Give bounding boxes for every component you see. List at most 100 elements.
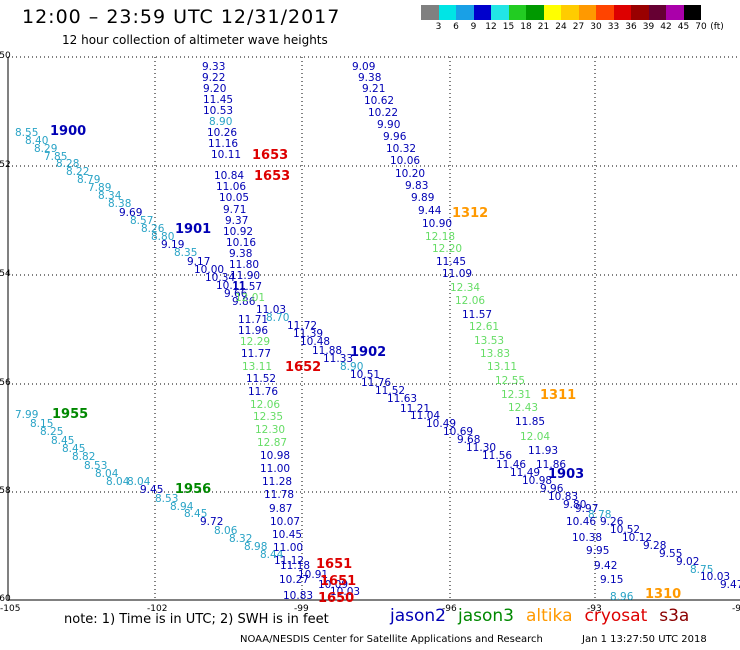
wave-height-value: 8.75	[690, 564, 714, 576]
wave-height-value: 9.44	[418, 205, 442, 217]
wave-height-value: 9.22	[202, 72, 226, 84]
longitude-tick-label: -99	[294, 604, 309, 614]
wave-height-value: 13.11	[242, 361, 273, 373]
wave-height-value: 8.44	[260, 549, 284, 561]
wave-height-value: 11.72	[287, 320, 318, 332]
latitude-tick-label: -52	[0, 160, 11, 170]
wave-height-value: 8.22	[66, 166, 90, 178]
legend-swatch	[438, 5, 456, 20]
wave-height-value: 9.80	[563, 499, 587, 511]
wave-height-value: 10.48	[300, 336, 331, 348]
wave-height-value: 9.55	[659, 548, 683, 560]
wave-height-value: 9.95	[586, 545, 610, 557]
wave-height-value: 9.26	[600, 516, 624, 528]
legend-swatch	[596, 5, 614, 20]
satellite-legend-item: jason3	[458, 606, 514, 626]
wave-height-value: 10.03	[700, 571, 731, 583]
wave-height-value: 12.43	[508, 402, 539, 414]
wave-height-value: 11.90	[230, 270, 261, 282]
wave-height-value: 8.35	[174, 247, 198, 259]
pass-number-label: 1650	[318, 591, 355, 606]
satellite-legend-item: altika	[526, 606, 573, 626]
legend-swatch	[543, 5, 561, 20]
wave-height-value: 9.71	[223, 204, 247, 216]
pass-number-label: 1653	[252, 148, 289, 163]
wave-height-value: 8.96	[610, 591, 634, 603]
wave-height-value: 10.22	[368, 107, 399, 119]
legend-swatch	[508, 5, 526, 20]
wave-height-value: 8.04	[106, 476, 130, 488]
wave-height-value: 9.89	[411, 192, 435, 204]
wave-height-value: 9.69	[119, 207, 143, 219]
wave-height-value: 9.21	[362, 83, 386, 95]
wave-height-value: 7.99	[15, 409, 39, 421]
wave-height-value: 10.03	[330, 586, 361, 598]
latitude-tick-label: -50	[0, 51, 11, 61]
wave-height-value: 11.80	[229, 259, 260, 271]
wave-height-value: 8.32	[229, 533, 253, 545]
legend-level-label: 18	[520, 22, 532, 32]
wave-height-value: 12.06	[455, 295, 486, 307]
legend-level-label: 36	[625, 22, 637, 32]
longitude-tick-label: -96	[442, 604, 457, 614]
wave-height-value: 12.61	[469, 321, 500, 333]
wave-height-value: 12.87	[257, 437, 288, 449]
wave-height-value: 9.09	[352, 61, 376, 73]
legend-unit-label: (ft)	[710, 22, 724, 32]
wave-height-value: 9.83	[405, 180, 429, 192]
map-title: 12:00 – 23:59 UTC 12/31/2017	[22, 6, 341, 28]
legend-swatch	[421, 5, 439, 20]
wave-height-value: 8.40	[25, 135, 49, 147]
wave-height-value: 10.27	[279, 574, 310, 586]
latitude-tick-label: -58	[0, 486, 11, 496]
wave-height-value: 10.00	[194, 264, 225, 276]
wave-height-value: 8.45	[51, 435, 75, 447]
wave-height-value: 13.11	[487, 361, 518, 373]
wave-height-value: 10.46	[566, 516, 597, 528]
wave-height-value: 8.38	[108, 198, 132, 210]
wave-height-value: 10.06	[390, 155, 421, 167]
longitude-tick-label: -90	[732, 604, 740, 614]
wave-height-value: 9.45	[140, 484, 164, 496]
wave-height-value: 10.16	[226, 237, 257, 249]
pass-number-label: 1311	[540, 388, 577, 403]
wave-height-value: 11.78	[264, 489, 295, 501]
pass-number-label: 1651	[316, 557, 353, 572]
wave-height-value: 8.04	[95, 468, 119, 480]
wave-height-value: 9.02	[676, 556, 700, 568]
wave-height-value: 10.83	[548, 491, 579, 503]
wave-height-value: 9.90	[377, 119, 401, 131]
wave-height-value: 9.15	[600, 574, 624, 586]
wave-height-value: 11.56	[482, 450, 513, 462]
longitude-tick-label: -93	[587, 604, 602, 614]
wave-height-value: 11.71	[238, 314, 269, 326]
pass-number-label: 1652	[285, 360, 322, 375]
legend-level-label: 3	[435, 22, 442, 32]
wave-height-value: 9.47	[720, 579, 740, 591]
wave-height-value: 10.34	[205, 272, 236, 284]
pass-number-label: 1310	[645, 587, 682, 602]
legend-swatch	[631, 5, 649, 20]
longitude-tick-label: -105	[0, 604, 21, 614]
legend-level-label: 12	[485, 22, 497, 32]
pass-number-label: 1651	[320, 574, 357, 589]
legend-swatch	[491, 5, 509, 20]
wave-height-value: 8.90	[340, 361, 364, 373]
wave-height-value: 11.96	[238, 325, 269, 337]
wave-height-value: 11.33	[323, 353, 354, 365]
pass-number-label: 1653	[254, 169, 291, 184]
pass-number-label: 1902	[350, 345, 387, 360]
wave-height-value: 10.38	[572, 532, 603, 544]
wave-height-value: 10.84	[214, 170, 245, 182]
wave-height-value: 11.57	[232, 281, 263, 293]
wave-height-value: 10.45	[272, 529, 303, 541]
wave-height-value: 8.55	[15, 127, 39, 139]
wave-height-value: 12.55	[495, 375, 526, 387]
wave-height-value: 11.85	[515, 416, 546, 428]
wave-height-value: 10.12	[622, 532, 653, 544]
wave-height-value: 8.45	[62, 443, 86, 455]
legend-swatch	[666, 5, 684, 20]
wave-height-value: 12.20	[432, 243, 463, 255]
wave-height-value: 10.51	[350, 369, 381, 381]
legend-level-label: 6	[453, 22, 459, 32]
